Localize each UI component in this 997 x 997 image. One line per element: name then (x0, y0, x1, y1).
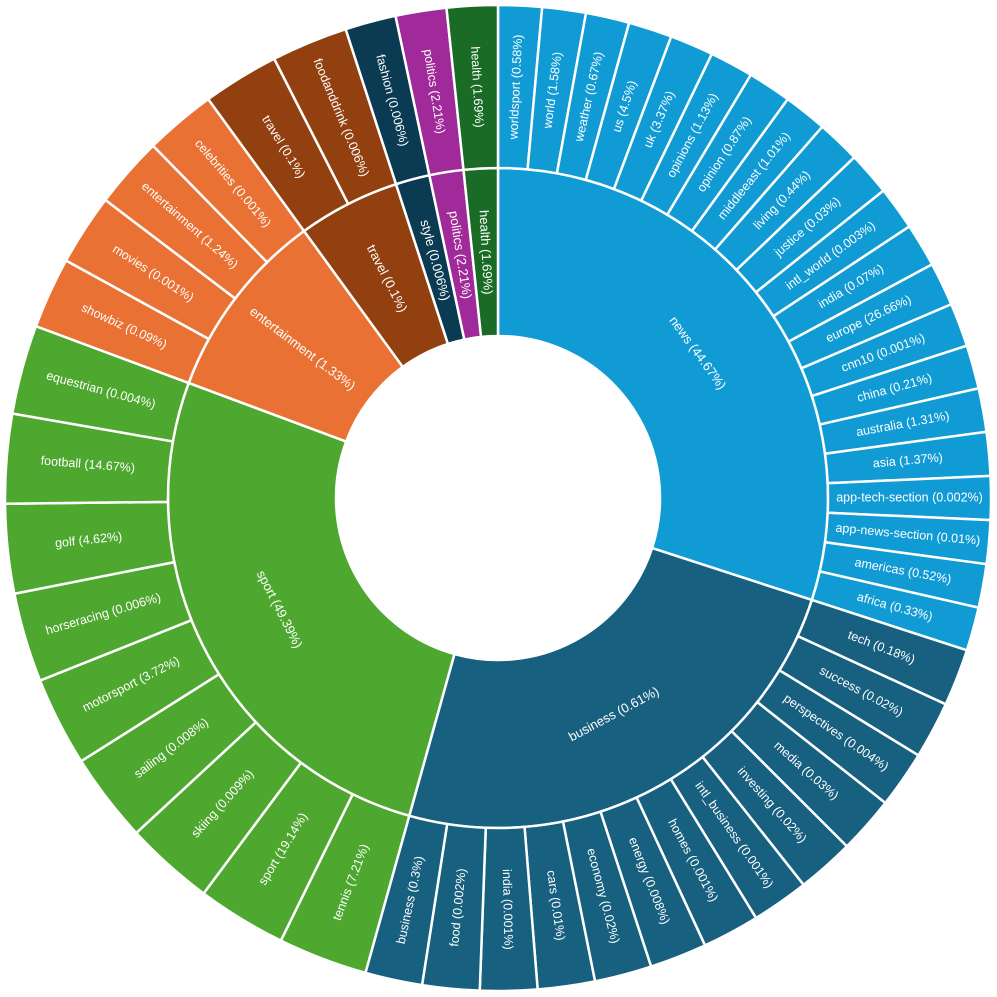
outer-segment-health-0 (445, 3, 500, 172)
outer-label-17: app-tech-section (0.002%) (836, 490, 983, 504)
outer-label-0: worldsport (0.58%) (506, 34, 525, 140)
outer-label-31: india (0.001%) (500, 869, 516, 950)
inner-label-health: health (1.69%) (476, 210, 495, 295)
outer-label-16: asia (1.37%) (872, 450, 943, 470)
outer-label-51: health (1.69%) (468, 46, 486, 128)
outer-label-40: golf (4.62%) (54, 529, 122, 550)
